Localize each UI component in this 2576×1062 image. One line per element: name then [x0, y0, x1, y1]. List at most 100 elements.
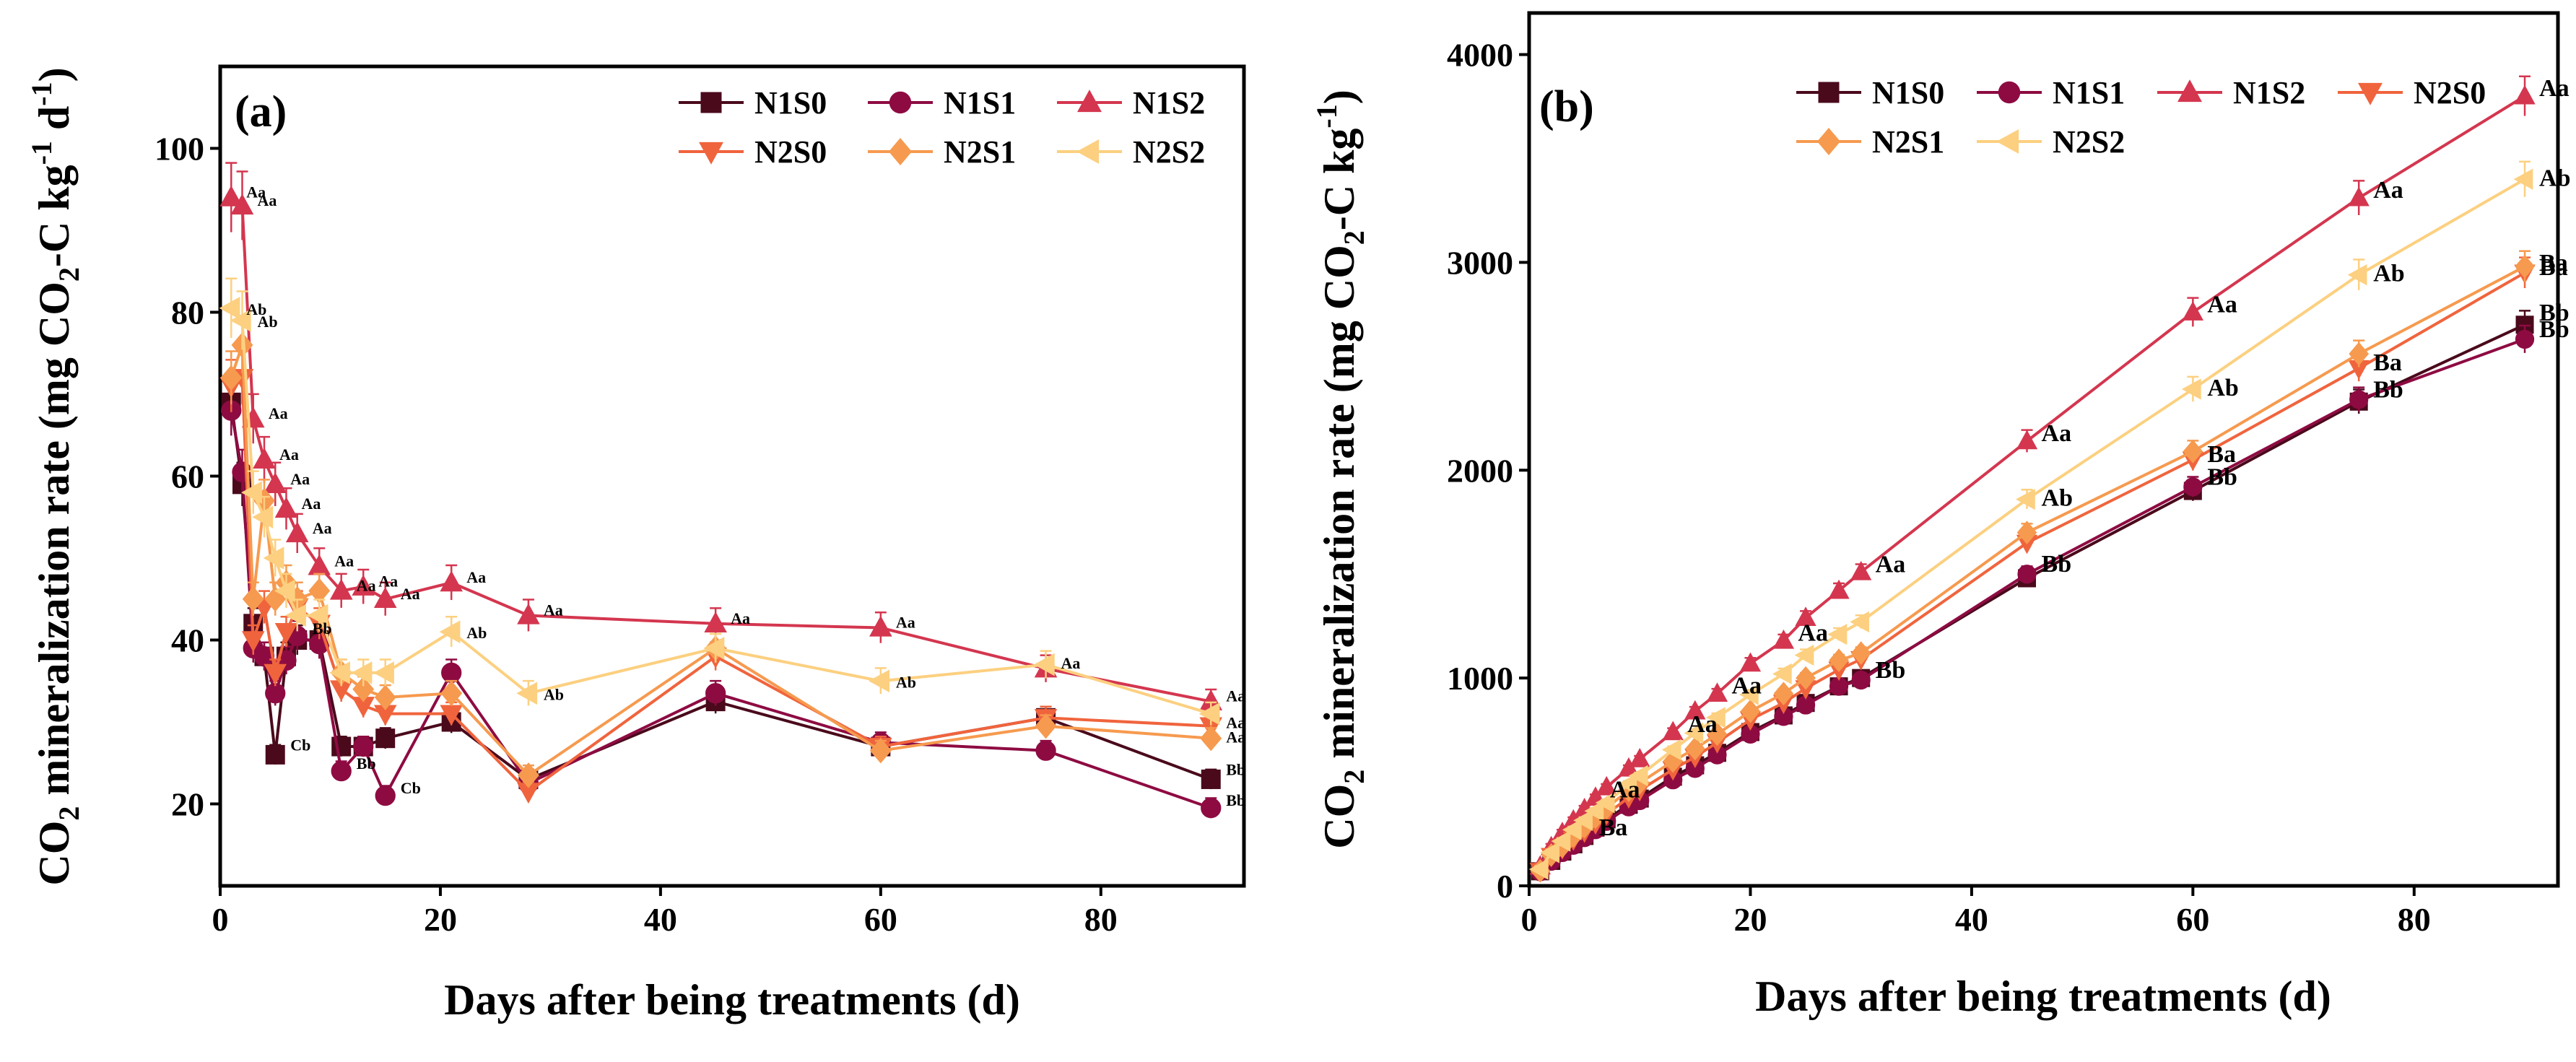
panel-a-legend-marker-N1S2	[1077, 90, 1102, 113]
panel-b-significance-label: Aa	[2539, 75, 2570, 102]
panel-a-significance-label: Aa	[313, 519, 332, 537]
panel-a-series-line-N1S1	[230, 410, 1211, 810]
panel-b-significance-label: Aa	[1876, 551, 1906, 578]
panel-b-significance-label: Bb	[1876, 657, 1906, 684]
panel-a-point-N1S1	[353, 736, 374, 757]
panel-b-point-N1S2	[1739, 652, 1762, 672]
panel-b-point-N2S2	[2347, 264, 2367, 286]
panel-b-point-N2S2	[2016, 488, 2035, 510]
panel-a-point-N2S2	[373, 661, 394, 684]
panel-b-point-N2S2	[2513, 168, 2533, 190]
panel-a-point-N1S1	[1035, 740, 1056, 761]
panel-b-point-N2S2	[1528, 858, 1549, 880]
panel-b-series-line-N1S0	[1539, 323, 2525, 873]
panel-b-significance-label: Aa	[1687, 711, 1718, 738]
panel-b-point-N2S2	[1584, 800, 1604, 822]
panel-b-point-N2S2	[1551, 830, 1571, 852]
panel-a-legend-label-N2S1: N2S1	[944, 134, 1016, 170]
panel-a-point-N2S1	[517, 762, 539, 788]
panel-b-legend-label-N1S2: N1S2	[2233, 75, 2305, 110]
panel-b-point-N2S2	[1706, 707, 1726, 728]
panel-b-y-tick-label: 4000	[1447, 37, 1513, 74]
panel-b-significance-label: Aa	[2207, 292, 2237, 318]
panel-a-legend-marker-N1S1	[889, 91, 912, 114]
panel-b-point-N1S2	[1772, 629, 1795, 649]
panel-a-legend-label-N2S0: N2S0	[754, 134, 827, 170]
panel-b-x-axis-title: Days after being treatments (d)	[1755, 972, 2331, 1020]
panel-b-legend-label-N1S1: N1S1	[2053, 75, 2125, 110]
panel-a-point-N2S1	[869, 738, 892, 764]
panel-a-point-N1S2	[869, 615, 892, 637]
panel-b-point-N1S1	[2017, 565, 2037, 584]
panel-a-point-N2S2	[252, 505, 274, 529]
panel-b-significance-label: Aa	[1731, 673, 1762, 700]
panel-a-legend-label-N2S2: N2S2	[1133, 134, 1205, 170]
panel-b-x-tick-label: 40	[1955, 901, 1988, 938]
panel-a-point-N1S1	[1201, 798, 1222, 819]
panel-a-legend-marker-N1S0	[700, 92, 722, 113]
panel-a-point-N2S2	[869, 669, 890, 693]
panel-a-point-N1S2	[219, 185, 243, 206]
panel-a-significance-label: Aa	[544, 601, 563, 619]
panel-a-point-N2S2	[516, 682, 538, 705]
panel-a-legend-marker-N2S0	[699, 142, 723, 165]
panel-b-legend-label-N2S0: N2S0	[2414, 75, 2486, 110]
panel-b-significance-label: Ab	[2207, 375, 2238, 401]
panel-a-point-N2S0	[274, 622, 298, 644]
panel-a-y-tick-label: 40	[171, 622, 204, 659]
panel-a-significance-label: Ab	[257, 313, 277, 331]
panel-a-point-N2S1	[374, 684, 396, 710]
panel-b-point-N1S2	[1629, 747, 1650, 767]
panel-b-legend-marker-N2S2	[1996, 129, 2019, 154]
panel-b-legend-label-N2S1: N2S1	[1872, 124, 1944, 160]
panel-a-significance-label: Aa	[334, 552, 354, 570]
panel-a-significance-label: Ab	[246, 300, 266, 318]
panel-b-point-N2S2	[1540, 842, 1559, 863]
panel-b-significance-label: Bb	[2207, 463, 2237, 490]
panel-a-significance-label: Cb	[290, 736, 310, 754]
panel-b-y-axis-title: CO2 mineralization rate (mg CO2-C kg-1)	[1310, 90, 1370, 848]
panel-b-y-tick-label: 2000	[1447, 452, 1513, 489]
panel-a-series-line-N1S0	[230, 402, 1211, 781]
panel-a-point-N2S2	[230, 309, 251, 332]
panel-a-point-N2S2	[1198, 702, 1220, 726]
panel-a-x-tick-label: 80	[1084, 901, 1118, 938]
panel-a-significance-label: Aa	[257, 191, 277, 209]
panel-a-point-N1S2	[329, 578, 353, 600]
panel-b-point-N2S2	[1794, 644, 1814, 666]
panel-b-point-N1S2	[1795, 606, 1816, 626]
panel-a-significance-label: Bb	[357, 754, 376, 772]
panel-b-y-tick-label: 0	[1497, 868, 1513, 905]
panel-b-point-N1S1	[2183, 477, 2203, 497]
panel-a-significance-label: Aa	[246, 183, 266, 201]
panel-a-point-N1S0	[1201, 769, 1221, 789]
panel-a-significance-label: Aa	[279, 445, 299, 463]
panel-b-point-N2S1	[1773, 682, 1794, 706]
panel-a-significance-label: Cb	[401, 779, 421, 797]
panel-b-significance-label: Bb	[2539, 300, 2570, 326]
panel-a-y-tick-label: 20	[171, 786, 204, 823]
panel-a-point-N2S2	[351, 661, 373, 684]
panel-b-point-N2S2	[1850, 611, 1869, 633]
panel-b-point-N1S2	[1828, 579, 1850, 599]
panel-a-point-N2S2	[285, 604, 306, 627]
panel-b-significance-label: Aa	[2373, 177, 2403, 204]
panel-b-significance-label: Ba	[2539, 250, 2568, 277]
panel-b-point-N1S2	[2182, 301, 2203, 321]
panel-a-point-N2S2	[703, 637, 725, 660]
panel-b-legend-marker-N1S0	[1818, 82, 1840, 103]
panel-b-significance-label: Ba	[2207, 441, 2236, 468]
panel-b-point-N1S2	[2514, 84, 2536, 105]
panel-a-legend-marker-N2S1	[888, 138, 913, 165]
panel-a-point-N1S2	[440, 570, 463, 592]
panel-a-legend-label-N1S2: N1S2	[1133, 85, 1205, 121]
panel-a-significance-label: Aa	[1226, 728, 1245, 747]
panel-b-point-N1S1	[1851, 670, 1871, 690]
panel-b-significance-label: Ba	[1599, 814, 1628, 841]
panel-b-x-tick-label: 80	[2398, 901, 2431, 938]
panel-b-legend-marker-N2S0	[2358, 82, 2383, 105]
panel-a-significance-label: Aa	[466, 568, 486, 586]
panel-b-point-N2S2	[1772, 663, 1792, 685]
